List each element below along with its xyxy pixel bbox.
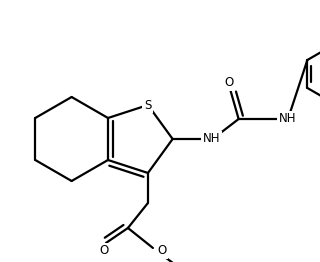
Text: NH: NH xyxy=(203,133,220,145)
Text: O: O xyxy=(224,77,233,90)
Text: O: O xyxy=(99,244,108,258)
Text: S: S xyxy=(144,99,152,112)
Text: O: O xyxy=(157,244,166,258)
Text: NH: NH xyxy=(279,112,296,125)
